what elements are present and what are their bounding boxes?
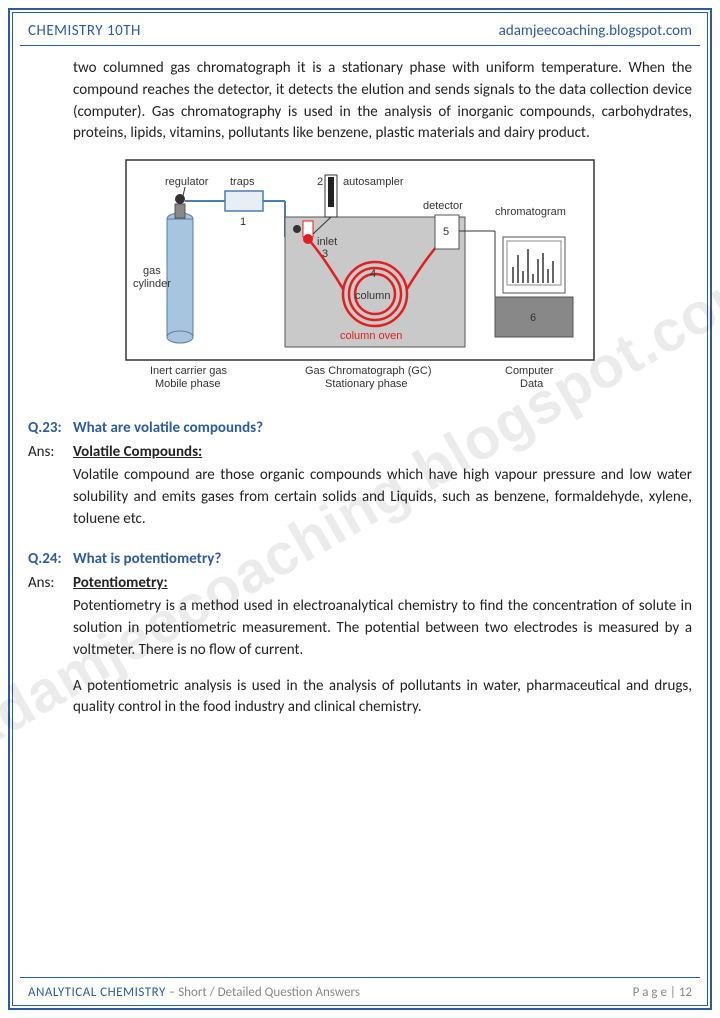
svg-text:Data: Data xyxy=(520,378,544,390)
header-rule xyxy=(20,45,700,46)
q23-ans-title: Volatile Compounds: xyxy=(73,443,202,461)
svg-text:autosampler: autosampler xyxy=(343,176,404,188)
svg-text:4: 4 xyxy=(370,268,376,280)
page-content: two columned gas chromatograph it is a s… xyxy=(28,58,692,968)
svg-text:6: 6 xyxy=(530,312,536,324)
svg-text:1: 1 xyxy=(240,216,246,228)
svg-text:regulator: regulator xyxy=(165,176,209,188)
svg-text:gas: gas xyxy=(143,265,161,277)
footer-sub: – Short / Detailed Question Answers xyxy=(166,985,360,1000)
q24-body1: Potentiometry is a method used in electr… xyxy=(73,596,692,661)
q24-ans-label: Ans: xyxy=(28,574,73,592)
intro-paragraph: two columned gas chromatograph it is a s… xyxy=(73,58,692,145)
q24-question: What is potentiometry? xyxy=(73,550,221,568)
svg-text:column oven: column oven xyxy=(340,330,402,342)
footer-left: ANALYTICAL CHEMISTRY – Short / Detailed … xyxy=(28,985,360,1000)
q23-label: Q.23: xyxy=(28,419,73,437)
q24-ans-title: Potentiometry: xyxy=(73,574,168,592)
footer-page-num: 12 xyxy=(679,985,692,1000)
q24-ans-row: Ans: Potentiometry: xyxy=(28,574,692,592)
svg-text:Computer: Computer xyxy=(505,365,554,377)
svg-text:detector: detector xyxy=(423,200,463,212)
svg-text:Mobile phase: Mobile phase xyxy=(155,378,220,390)
q23-body: Volatile compound are those organic comp… xyxy=(73,465,692,530)
footer-page: P a g e | 12 xyxy=(633,985,692,1000)
q23-row: Q.23: What are volatile compounds? xyxy=(28,419,692,437)
footer-chapter: ANALYTICAL CHEMISTRY xyxy=(28,985,166,1000)
gc-diagram: gas cylinder regulator traps 1 inlet 3 xyxy=(125,159,595,399)
q23-ans-row: Ans: Volatile Compounds: xyxy=(28,443,692,461)
q24-body2: A potentiometric analysis is used in the… xyxy=(73,676,692,720)
q23-ans-label: Ans: xyxy=(28,443,73,461)
svg-text:inlet: inlet xyxy=(317,236,337,248)
svg-text:Gas Chromatograph (GC): Gas Chromatograph (GC) xyxy=(305,365,432,377)
header-subject: CHEMISTRY 10TH xyxy=(28,22,141,40)
svg-text:5: 5 xyxy=(443,226,449,238)
q24-row: Q.24: What is potentiometry? xyxy=(28,550,692,568)
svg-text:Stationary phase: Stationary phase xyxy=(325,378,408,390)
q23-question: What are volatile compounds? xyxy=(73,419,263,437)
svg-text:column: column xyxy=(355,290,390,302)
svg-text:2: 2 xyxy=(317,176,323,188)
footer-rule xyxy=(20,977,700,978)
svg-text:chromatogram: chromatogram xyxy=(495,206,566,218)
footer-page-label: P a g e | xyxy=(633,985,679,1000)
header-site: adamjeecoaching.blogspot.com xyxy=(499,22,692,40)
svg-text:Inert carrier gas: Inert carrier gas xyxy=(150,365,228,377)
svg-text:cylinder: cylinder xyxy=(133,278,171,290)
svg-text:traps: traps xyxy=(230,176,255,188)
q24-label: Q.24: xyxy=(28,550,73,568)
